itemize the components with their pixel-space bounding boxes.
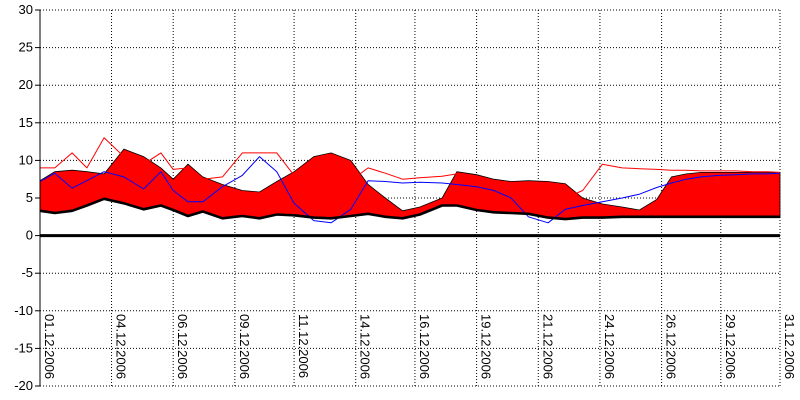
red-series-line <box>40 137 781 199</box>
x-tick-label: 21.12.2006 <box>540 314 555 379</box>
x-tick-label: 11.12.2006 <box>296 314 311 378</box>
x-tick-label: 04.12.2006 <box>114 314 129 379</box>
label-layer: 30 25 20 15 10 5 0 -5 -10 -15 -20 01.12.2006 04.12.2… <box>14 2 797 393</box>
y-tick-label: -5 <box>21 265 33 280</box>
y-tick-label: 10 <box>19 152 33 167</box>
y-tick-label: 15 <box>19 115 33 130</box>
y-tick-label: -15 <box>14 340 33 355</box>
axis-layer <box>35 9 780 387</box>
x-tick-label: 24.12.2006 <box>602 314 617 379</box>
x-tick-label: 31.12.2006 <box>782 314 797 379</box>
x-tick-label: 26.12.2006 <box>664 314 679 379</box>
x-tick-label: 01.12.2006 <box>42 314 57 379</box>
x-tick-label: 09.12.2006 <box>237 314 252 379</box>
x-tick-label: 06.12.2006 <box>175 314 190 379</box>
x-tick-label: 19.12.2006 <box>479 314 494 379</box>
lower-black-series-line <box>39 197 780 221</box>
x-tick-label: 16.12.2006 <box>417 314 432 379</box>
y-tick-label: 25 <box>19 40 33 55</box>
line-layer <box>39 137 781 224</box>
y-tick-label: -10 <box>14 303 33 318</box>
y-tick-label: 0 <box>26 228 33 243</box>
y-tick-label: 30 <box>19 2 33 17</box>
y-tick-label: -20 <box>14 378 33 393</box>
blue-series-line <box>39 156 781 224</box>
x-tick-label: 14.12.2006 <box>358 314 373 379</box>
x-tick-label: 29.12.2006 <box>723 314 738 379</box>
y-tick-label: 5 <box>26 190 33 205</box>
y-tick-label: 20 <box>19 77 33 92</box>
